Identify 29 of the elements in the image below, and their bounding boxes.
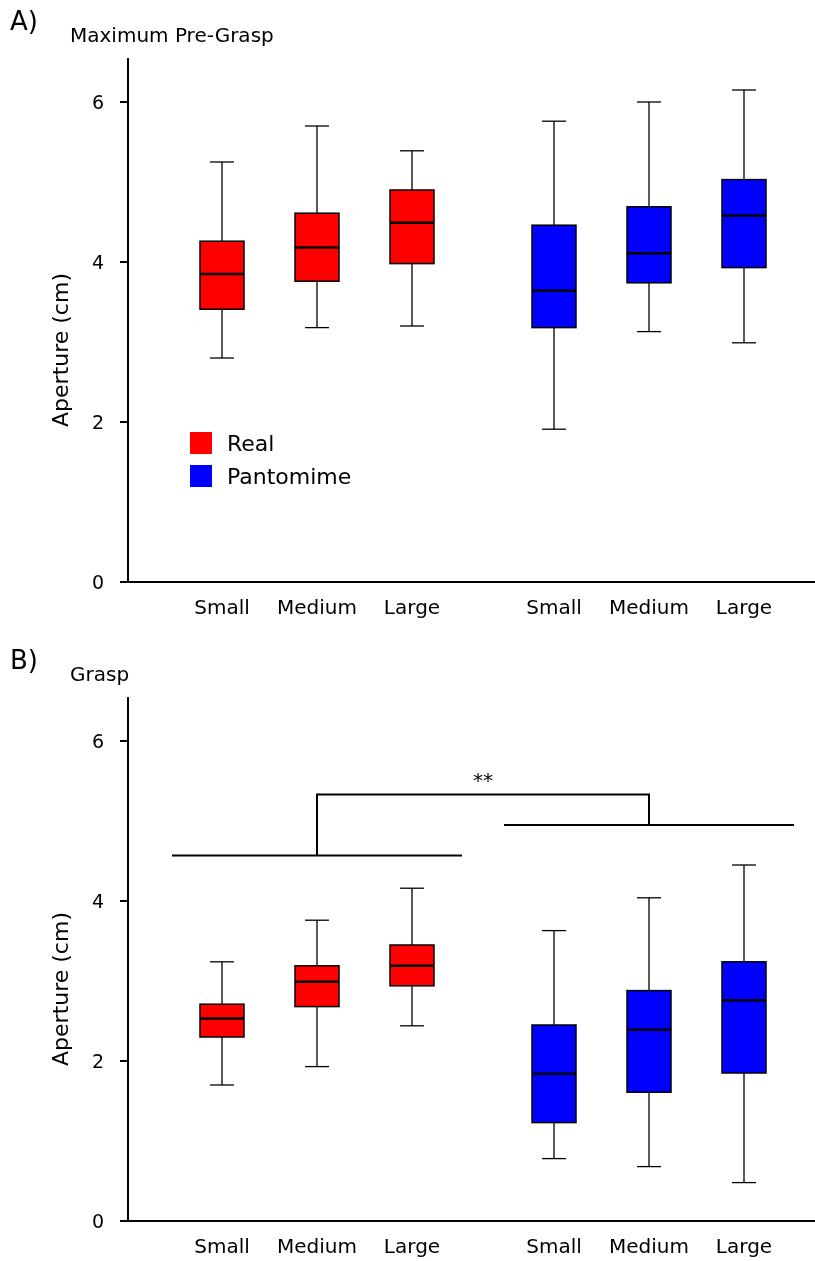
x-tick-label: Small bbox=[526, 1234, 582, 1258]
y-tick-label: 0 bbox=[91, 570, 105, 593]
y-axis-title: Aperture (cm) bbox=[48, 912, 73, 1066]
annotation: ** bbox=[473, 767, 493, 792]
chart-title: Maximum Pre-Grasp bbox=[70, 23, 274, 47]
x-tick-label: Medium bbox=[277, 1234, 357, 1258]
y-tick-label: 0 bbox=[91, 1209, 105, 1232]
text: A) bbox=[10, 6, 38, 36]
y-tick-label: 2 bbox=[91, 1049, 105, 1072]
y-tick-label: 4 bbox=[91, 889, 105, 912]
x-tick-label: Medium bbox=[277, 595, 357, 619]
y-axis-title: Aperture (cm) bbox=[48, 273, 73, 427]
text: B) bbox=[10, 645, 38, 675]
y-tick-label: 6 bbox=[91, 729, 105, 752]
x-tick-label: Small bbox=[194, 1234, 250, 1258]
x-tick-label: Large bbox=[715, 1234, 773, 1258]
x-tick-label: Medium bbox=[609, 595, 689, 619]
x-tick-label: Small bbox=[526, 595, 582, 619]
legend-label: Real bbox=[227, 430, 275, 456]
x-tick-label: Large bbox=[383, 1234, 441, 1258]
y-tick-label: 6 bbox=[91, 90, 105, 113]
x-tick-label: Small bbox=[194, 595, 250, 619]
legend-label: Pantomime bbox=[227, 463, 352, 489]
x-tick-label: Medium bbox=[609, 1234, 689, 1258]
y-tick-label: 4 bbox=[91, 250, 105, 273]
x-tick-label: Large bbox=[715, 595, 773, 619]
y-tick-label: 2 bbox=[91, 410, 105, 433]
x-tick-label: Large bbox=[383, 595, 441, 619]
chart-title: Grasp bbox=[70, 662, 130, 686]
